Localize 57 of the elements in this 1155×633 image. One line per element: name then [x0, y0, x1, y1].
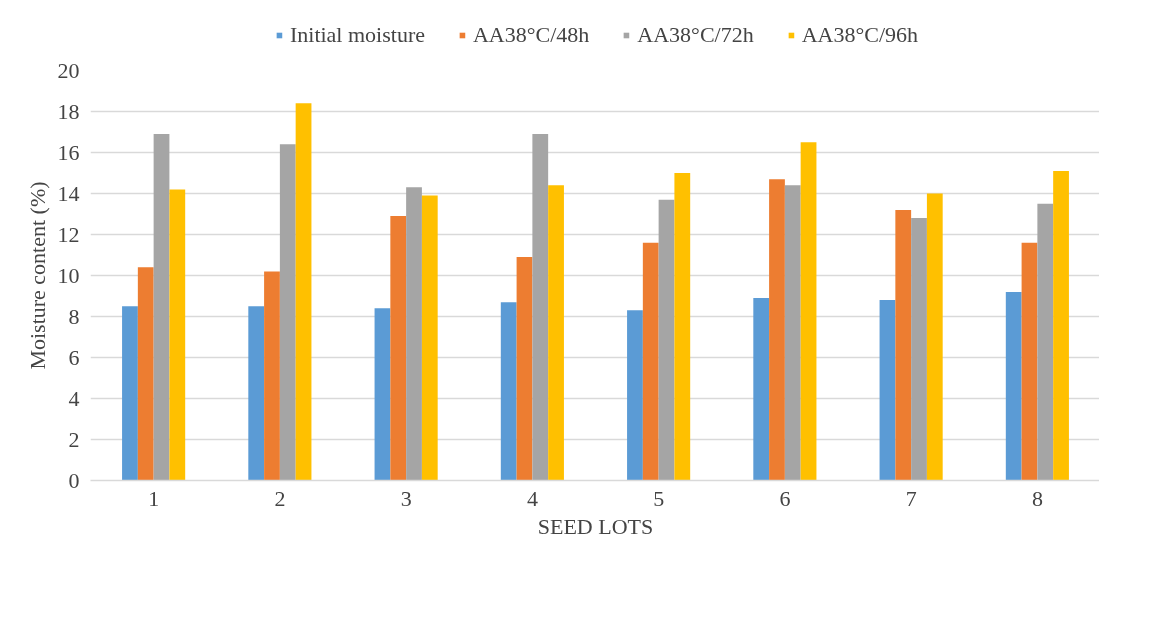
bar [153, 134, 170, 481]
bar [137, 267, 154, 481]
bar [769, 179, 785, 481]
y-tick-label: 4 [68, 385, 80, 411]
bar [1005, 291, 1022, 481]
y-tick-label: 20 [57, 57, 80, 83]
bar [548, 185, 564, 481]
legend-label: AA38°C/72h [637, 22, 754, 48]
y-tick-label: 6 [68, 344, 80, 370]
y-tick-label: 12 [57, 221, 80, 247]
y-tick-label: 2 [68, 426, 80, 452]
bar [895, 209, 912, 481]
bar [532, 134, 549, 481]
bar [516, 257, 533, 481]
x-tick-label: 2 [274, 485, 286, 511]
x-tick-label: 6 [779, 485, 791, 511]
bar [279, 144, 296, 481]
legend-label: AA38°C/48h [472, 22, 590, 48]
x-tick-label: 8 [1031, 485, 1043, 511]
bar [784, 185, 801, 481]
bar [500, 302, 517, 481]
bar [800, 142, 817, 481]
x-axis-title: SEED LOTS [537, 513, 654, 539]
x-tick-label: 7 [905, 485, 917, 511]
bar [390, 216, 407, 481]
bar [248, 306, 265, 481]
y-tick-label: 16 [57, 139, 80, 165]
legend-label: Initial moisture [289, 22, 425, 48]
x-tick-label: 4 [526, 485, 538, 511]
bar [627, 310, 643, 481]
bar [1037, 203, 1054, 481]
bar [1021, 242, 1038, 481]
bar [879, 300, 896, 481]
x-tick-label: 5 [653, 485, 665, 511]
bar [658, 199, 675, 481]
bar [642, 242, 659, 481]
bar [753, 298, 770, 481]
bar [169, 189, 186, 481]
y-tick-label: 18 [57, 98, 80, 124]
bar [421, 195, 438, 481]
y-axis-title: Moisture content (%) [24, 181, 50, 370]
x-tick-label: 3 [400, 485, 412, 511]
bar [911, 218, 927, 481]
y-tick-label: 8 [68, 303, 80, 329]
legend-label: AA38°C/96h [801, 22, 919, 48]
bar [926, 193, 943, 481]
bar [1053, 170, 1069, 481]
bar [406, 187, 422, 481]
bar [674, 173, 691, 481]
bar [264, 271, 280, 481]
bar [374, 308, 391, 481]
x-tick-label: 1 [148, 485, 160, 511]
y-tick-label: 0 [68, 467, 80, 493]
bar [122, 306, 138, 481]
bar [295, 103, 312, 481]
y-tick-label: 10 [57, 262, 80, 288]
y-tick-label: 14 [57, 180, 80, 206]
